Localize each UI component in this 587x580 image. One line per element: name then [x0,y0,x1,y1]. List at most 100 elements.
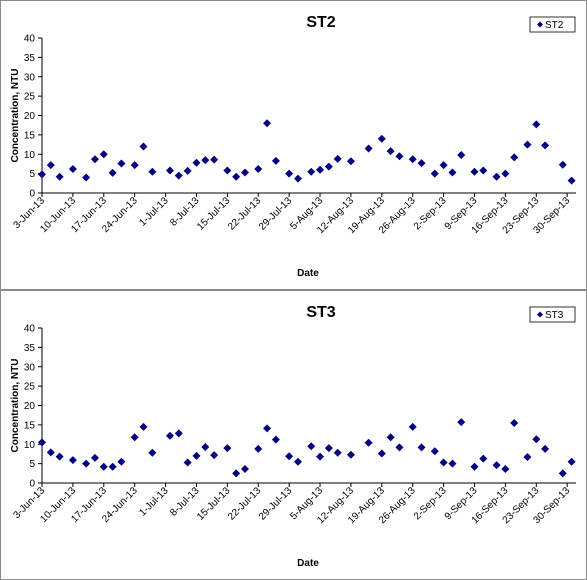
data-point [232,469,241,478]
y-tick-label: 20 [24,111,36,122]
data-point [448,168,457,177]
data-point [377,134,386,143]
data-point [82,459,91,468]
data-point [139,142,148,151]
data-point [470,462,479,471]
data-point [90,453,99,462]
data-point [174,171,183,180]
data-point [165,431,174,440]
data-point [316,165,325,174]
data-point [457,418,466,427]
y-tick-label: 30 [24,72,36,83]
chart-st3: ST3 Concentration, NTU Date 0 5 10 15 20 25 30 35 4… [10,304,576,569]
data-point [210,451,219,460]
data-point [386,147,395,156]
y-tick-label: 15 [24,420,36,431]
y-tick-label: 40 [24,34,36,45]
chart-title: ST3 [306,304,335,321]
data-point [558,160,567,169]
y-tick-label: 30 [24,362,36,373]
data-point [201,156,210,165]
data-point [395,443,404,452]
data-point [439,458,448,467]
data-point [232,172,241,181]
data-point [263,119,272,128]
y-tick-label: 35 [24,343,36,354]
data-point [470,167,479,176]
data-point [210,155,219,164]
x-tick-label: 1-Jul-13 [137,485,171,519]
data-point [165,166,174,175]
data-point [148,167,157,176]
data-point [68,164,77,173]
data-point [117,457,126,466]
data-point [293,174,302,183]
data-point [364,144,373,153]
data-point [99,150,108,159]
data-point [324,162,333,171]
chart-title: ST2 [306,14,335,31]
legend-label: ST3 [545,310,564,321]
data-point [567,176,576,185]
data-point [417,443,426,452]
data-point [510,418,519,427]
data-point [68,456,77,465]
y-axis-label: Concentration, NTU [10,359,21,453]
data-point [324,444,333,453]
data-point [492,461,501,470]
y-tick-label: 0 [29,479,35,490]
y-tick-label: 20 [24,401,36,412]
y-tick-label: 5 [29,459,35,470]
data-point [501,465,510,474]
data-point [139,422,148,431]
data-point [183,166,192,175]
legend-label: ST2 [545,20,564,31]
y-tick-label: 40 [24,324,36,335]
data-point [395,152,404,161]
data-point [108,168,117,177]
data-point [117,159,126,168]
y-tick-label: 35 [24,53,36,64]
data-point [271,156,280,165]
data-point [408,155,417,164]
x-tick-label: 1-Jul-13 [137,195,171,229]
data-point [55,452,64,461]
legend-box [529,16,576,33]
data-point [430,447,439,456]
data-point [532,435,541,444]
data-point [417,159,426,168]
data-point [293,457,302,466]
y-tick-label: 25 [24,92,36,103]
data-point [364,438,373,447]
data-point [254,164,263,173]
data-point [333,154,342,163]
data-point [46,448,55,457]
legend-marker [537,21,543,28]
data-point [307,167,316,176]
y-tick-label: 25 [24,382,36,393]
data-point [183,458,192,467]
data-point [271,435,280,444]
data-point [130,161,139,170]
data-point [223,166,232,175]
data-point [541,141,550,150]
data-point [346,157,355,166]
data-point [501,169,510,178]
data-point [285,452,294,461]
data-point [541,444,550,453]
data-point [263,424,272,433]
data-point [479,454,488,463]
data-point [457,151,466,160]
data-point [99,462,108,471]
chart-panel-st2: ST2 Concentration, NTU Date 0 5 10 15 20 25 30 35 4… [0,0,587,290]
data-point [386,433,395,442]
data-point [448,459,457,468]
data-point [567,457,576,466]
data-point [241,465,250,474]
data-point [307,442,316,451]
data-point [223,444,232,453]
data-point [346,450,355,459]
y-tick-label: 10 [24,440,36,451]
data-point [408,422,417,431]
data-point [333,448,342,457]
